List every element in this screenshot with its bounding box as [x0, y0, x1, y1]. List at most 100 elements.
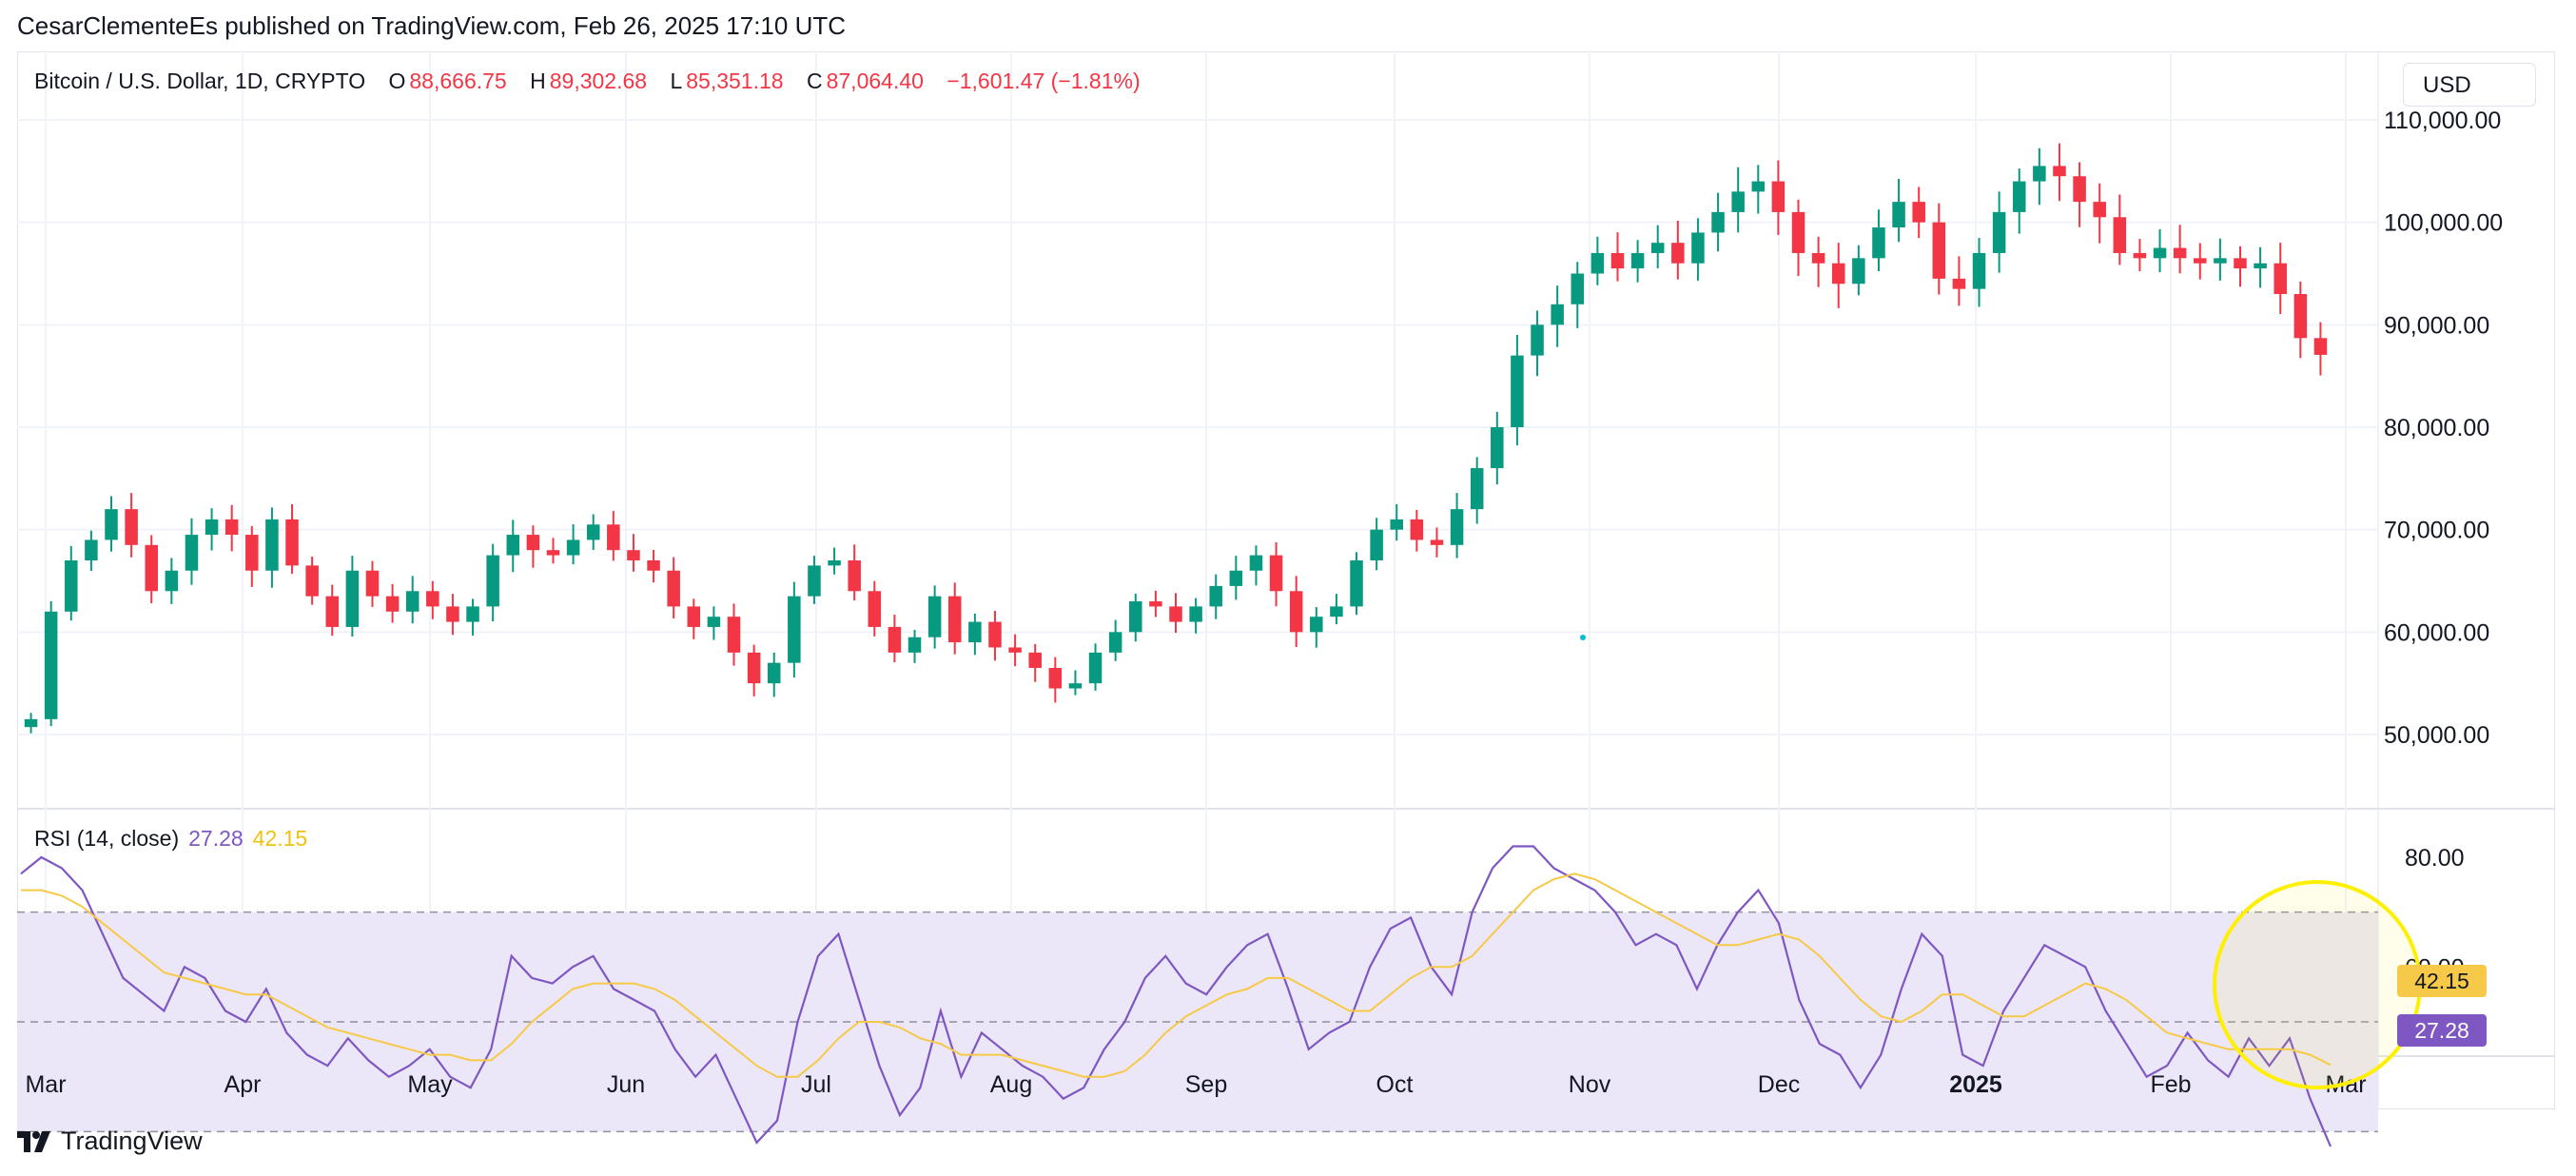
candle-body	[1751, 181, 1766, 192]
time-tick-label: 2025	[1949, 1071, 2002, 1098]
candle-body	[265, 519, 279, 571]
candles	[24, 143, 2328, 734]
time-tick-label: Jun	[607, 1071, 645, 1098]
candle-body	[1650, 243, 1665, 253]
high-label: H	[530, 69, 546, 93]
candle-body	[566, 539, 580, 556]
candle-body	[1511, 355, 1524, 427]
candle-body	[85, 539, 98, 560]
candle-body	[1169, 606, 1182, 622]
candle-body	[1390, 519, 1403, 530]
candle-body	[1912, 202, 1925, 223]
candle-body	[1048, 668, 1063, 689]
candle-body	[2033, 166, 2046, 182]
candle-body	[385, 596, 400, 612]
price-tick-label: 110,000.00	[2384, 108, 2501, 134]
candle-body	[1630, 252, 1645, 269]
candle-body	[1551, 304, 1564, 325]
currency-selector[interactable]: USD	[2403, 63, 2536, 107]
candle-body	[828, 559, 841, 566]
candle-body	[1068, 683, 1083, 689]
rsi-ma-price-tag: 42.15	[2397, 965, 2487, 997]
candle-body	[1952, 278, 1966, 289]
candle-body	[185, 535, 199, 571]
price-tick-label: 60,000.00	[2384, 619, 2489, 646]
rsi-lines	[20, 845, 2332, 1147]
candle-body	[888, 626, 902, 653]
candle-body	[1932, 222, 1946, 279]
candle-body	[1370, 529, 1383, 560]
candle-body	[285, 519, 299, 566]
change-value: −1,601.47 (−1.81%)	[946, 69, 1141, 93]
price-tick-label: 70,000.00	[2384, 518, 2489, 544]
candle-body	[627, 550, 640, 560]
symbol-label: Bitcoin / U.S. Dollar, 1D, CRYPTO	[34, 69, 366, 93]
candle-body	[2274, 263, 2287, 295]
candle-body	[1590, 252, 1605, 274]
candle-body	[1350, 559, 1363, 607]
time-tick-label: Sep	[1185, 1071, 1227, 1098]
candle-body	[1711, 211, 1725, 233]
candle-body	[647, 559, 660, 571]
candle-body	[44, 611, 58, 719]
close-value: 87,064.40	[826, 69, 924, 93]
candle-body	[546, 550, 560, 556]
candle-body	[607, 524, 620, 551]
candle-body	[245, 535, 259, 571]
time-tick-label: Dec	[1758, 1071, 1800, 1098]
tradingview-logo-icon	[17, 1130, 50, 1152]
candle-body	[1992, 211, 2006, 253]
candle-body	[1892, 202, 1905, 228]
price-tick-label: 90,000.00	[2384, 312, 2489, 339]
candle-body	[506, 535, 520, 556]
candle-body	[727, 617, 741, 653]
rsi-title: RSI (14, close)	[34, 826, 180, 851]
candle-body	[305, 565, 319, 597]
price-tick-label: 100,000.00	[2384, 210, 2503, 237]
candle-body	[2254, 263, 2267, 269]
candle-body	[426, 591, 439, 607]
candle-body	[145, 544, 158, 592]
overlay	[1580, 635, 2422, 1089]
low-value: 85,351.18	[686, 69, 784, 93]
open-label: O	[388, 69, 406, 93]
candle-body	[165, 570, 179, 592]
candle-body	[2293, 294, 2308, 339]
rsi-tick-label: 20.00	[2405, 1174, 2465, 1176]
time-tick-label: Feb	[2150, 1071, 2191, 1098]
candle-body	[1791, 211, 1805, 253]
candle-body	[24, 718, 38, 728]
candle-body	[1531, 324, 1544, 356]
candle-body	[1430, 539, 1444, 545]
candle-body	[2113, 217, 2127, 253]
candle-body	[1008, 647, 1022, 653]
rsi-tick-label: 80.00	[2405, 845, 2465, 872]
candle-body	[1831, 263, 1845, 284]
candle-body	[1872, 227, 1885, 259]
candle-body	[446, 606, 459, 622]
candle-body	[1108, 632, 1122, 653]
candle-body	[1209, 585, 1222, 607]
candle-body	[205, 519, 219, 536]
candle-body	[2214, 258, 2227, 264]
candle-body	[1289, 591, 1303, 633]
candle-body	[1088, 652, 1103, 684]
price-tick-label: 80,000.00	[2384, 415, 2489, 441]
candle-body	[1771, 181, 1786, 212]
candle-body	[1610, 252, 1625, 269]
candle-body	[224, 519, 239, 536]
tradingview-logo[interactable]: TradingView	[17, 1127, 203, 1156]
candle-body	[105, 509, 118, 540]
candle-body	[868, 591, 882, 627]
candle-body	[1330, 606, 1343, 617]
candle-body	[2313, 338, 2328, 355]
candle-body	[1269, 555, 1283, 592]
candle-body	[927, 596, 942, 637]
time-tick-label: Nov	[1569, 1071, 1611, 1098]
open-value: 88,666.75	[409, 69, 507, 93]
candle-body	[1972, 252, 1986, 289]
rsi-legend: RSI (14, close) 27.28 42.15	[34, 826, 307, 852]
candle-body	[767, 662, 781, 684]
candle-body	[968, 621, 982, 643]
